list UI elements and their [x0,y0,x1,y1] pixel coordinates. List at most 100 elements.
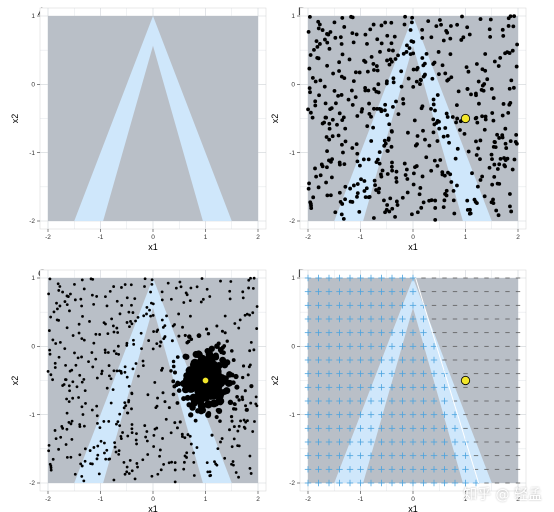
data-point [135,462,139,465]
data-point [115,369,119,373]
data-point [234,407,238,411]
data-point [105,304,109,308]
data-point [159,468,163,472]
data-point [450,115,455,119]
data-point [341,150,345,155]
data-point [151,314,155,317]
data-point [427,143,432,148]
data-point [431,102,436,107]
data-point [451,189,456,193]
data-point [248,313,251,317]
data-point [504,146,509,150]
data-point [96,444,100,448]
data-point [312,47,316,52]
data-point [129,319,132,323]
data-point [89,277,93,281]
data-point [419,78,423,83]
data-point [317,22,322,27]
data-point [307,66,312,71]
data-point [329,175,334,180]
data-point [485,77,490,82]
data-point [510,48,515,53]
data-point [514,132,519,137]
data-point [172,384,177,389]
data-point [317,93,321,98]
data-point [78,373,82,377]
data-point [482,127,487,132]
data-point [391,48,395,53]
x-axis-title: x1 [408,504,418,512]
data-point [225,339,229,343]
data-point [385,33,390,38]
data-point [325,165,329,170]
data-point [106,332,110,335]
data-point [248,349,252,353]
data-point [123,401,127,405]
data-point [47,449,51,453]
data-point [115,299,119,303]
data-point [139,331,143,335]
data-point [316,19,321,24]
data-point [350,103,355,107]
data-point [482,82,487,86]
data-point [53,366,57,369]
data-point [308,90,312,95]
data-point [68,369,72,373]
data-point [354,32,359,37]
data-point [374,64,379,68]
data-point [421,128,425,133]
data-point [243,313,247,317]
data-point [80,380,84,384]
data-point [444,188,449,193]
data-point [64,378,68,382]
x-tick-label: 2 [516,234,520,241]
data-point [445,78,450,83]
data-point [192,460,196,464]
data-point [144,435,148,439]
data-point [108,457,112,461]
data-point [205,412,212,419]
data-point [136,315,140,319]
data-point [247,278,251,282]
data-point [363,60,368,64]
data-point [404,167,409,172]
data-point [467,211,472,216]
data-point [478,17,483,21]
data-point [313,79,318,84]
data-point [152,433,156,437]
data-point [438,18,442,22]
data-point [440,63,445,68]
data-point [474,139,478,144]
data-point [372,106,376,111]
data-point [80,337,84,340]
data-point [140,347,143,351]
data-point [108,289,112,293]
data-point [447,140,451,145]
data-point [454,120,458,125]
data-point [233,373,239,380]
data-point [53,361,57,365]
data-point [143,424,147,427]
data-point [402,22,407,27]
data-point [341,216,346,221]
data-point [229,280,233,283]
data-point [116,331,120,334]
data-point [332,20,337,25]
data-point [445,115,450,119]
data-point [406,130,410,135]
data-point [444,111,449,116]
data-point [55,301,58,305]
data-point [176,381,182,387]
data-point [489,200,494,205]
data-point [184,394,191,401]
data-point [327,121,332,126]
data-point [80,278,84,282]
data-point [380,168,385,173]
data-point [65,303,69,307]
data-point [358,163,362,168]
data-point [189,442,193,446]
data-point [338,35,343,40]
data-point [49,468,53,472]
data-point [51,457,55,461]
data-point [318,173,323,178]
